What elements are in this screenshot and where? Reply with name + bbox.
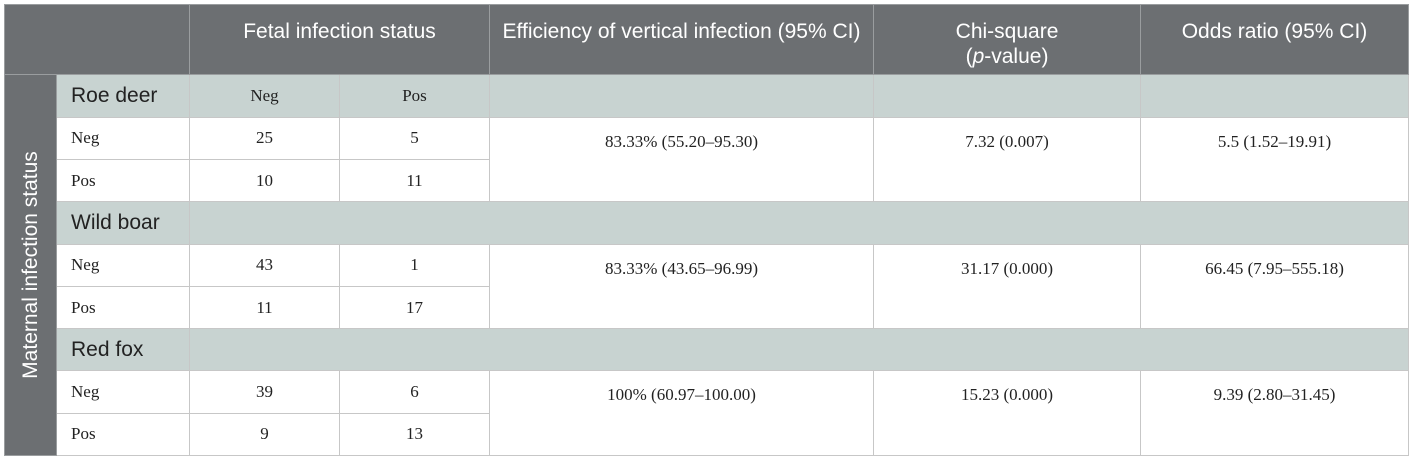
cell-pos: 13 <box>338 412 491 457</box>
cell-pos: 6 <box>338 370 491 414</box>
side-header: Maternal infection status <box>4 74 57 456</box>
header-chi-pvalue: -value) <box>984 45 1049 68</box>
subheader-pos: Pos <box>338 74 491 118</box>
row-label: Neg <box>56 243 190 287</box>
header-efficiency: Efficiency of vertical infection (95% CI… <box>489 3 875 76</box>
header-fetal-status: Fetal infection status <box>188 3 491 76</box>
header-chi-p: p <box>972 45 985 68</box>
group-blank-cell <box>873 74 1142 118</box>
table-row: Pos 10 11 <box>5 159 1409 203</box>
cell-pos: 17 <box>338 285 491 330</box>
header-chi-square: Chi-square (p-value) <box>873 3 1142 76</box>
cell-pos: 5 <box>338 116 491 161</box>
table-row: Neg 39 6 100% (60.97–100.00) 15.23 (0.00… <box>5 370 1410 456</box>
table-container: Fetal infection status Efficiency of ver… <box>4 3 1410 457</box>
cell-pos: 1 <box>338 243 491 287</box>
group-blank-cell <box>188 328 1410 372</box>
cell-efficiency: 100% (60.97–100.00) <box>489 370 875 456</box>
table-row: Neg 43 1 83.33% (43.65–96.99) 31.17 (0.0… <box>5 243 1410 330</box>
group-name: Roe deer <box>56 74 190 118</box>
cell-efficiency: 83.33% (43.65–96.99) <box>489 243 875 330</box>
cell-neg: 25 <box>189 116 340 161</box>
side-label: Maternal infection status <box>18 151 42 380</box>
header-chi-label: Chi-square <box>955 20 1059 43</box>
group-name: Wild boar <box>56 201 190 245</box>
group-name: Red fox <box>56 328 190 372</box>
header-odds-ratio: Odds ratio (95% CI) <box>1140 3 1410 76</box>
cell-odds-ratio: 9.39 (2.80–31.45) <box>1140 370 1410 456</box>
cell-neg: 39 <box>189 370 340 414</box>
header-row: Fetal infection status Efficiency of ver… <box>4 3 1410 76</box>
subheader-neg: Neg <box>189 74 340 118</box>
cell-pos: 11 <box>338 159 491 203</box>
cell-neg: 43 <box>189 243 340 287</box>
data-table: Fetal infection status Efficiency of ver… <box>4 3 1410 457</box>
group-row-roe-deer: Maternal infection status Roe deer Neg P… <box>4 74 1410 456</box>
row-label: Pos <box>56 412 190 457</box>
row-label: Pos <box>56 285 190 330</box>
group-row-wild-boar: Wild boar <box>5 201 1410 245</box>
cell-chi-square: 31.17 (0.000) <box>873 243 1142 330</box>
row-label: Neg <box>56 116 190 161</box>
group-blank-cell <box>489 74 875 118</box>
group-blank-cell <box>1140 74 1410 118</box>
cell-efficiency: 83.33% (55.20–95.30) <box>489 116 875 203</box>
header-chi-open: ( <box>965 45 973 68</box>
row-label: Pos <box>56 159 190 203</box>
cell-odds-ratio: 66.45 (7.95–555.18) <box>1140 243 1410 330</box>
cell-odds-ratio: 5.5 (1.52–19.91) <box>1140 116 1410 203</box>
table-row: Pos 11 17 <box>5 285 1409 330</box>
header-corner <box>4 3 190 76</box>
group-row-red-fox: Red fox <box>5 328 1410 372</box>
cell-chi-square: 7.32 (0.007) <box>873 116 1142 203</box>
cell-neg: 10 <box>189 159 340 203</box>
cell-neg: 9 <box>189 412 340 457</box>
group-blank-cell <box>188 201 1410 245</box>
cell-neg: 11 <box>189 285 340 330</box>
table-row: Pos 9 13 <box>5 412 1409 457</box>
table-row: Neg 25 5 83.33% (55.20–95.30) 7.32 (0.00… <box>5 116 1410 203</box>
cell-chi-square: 15.23 (0.000) <box>873 370 1142 456</box>
row-label: Neg <box>56 370 190 414</box>
